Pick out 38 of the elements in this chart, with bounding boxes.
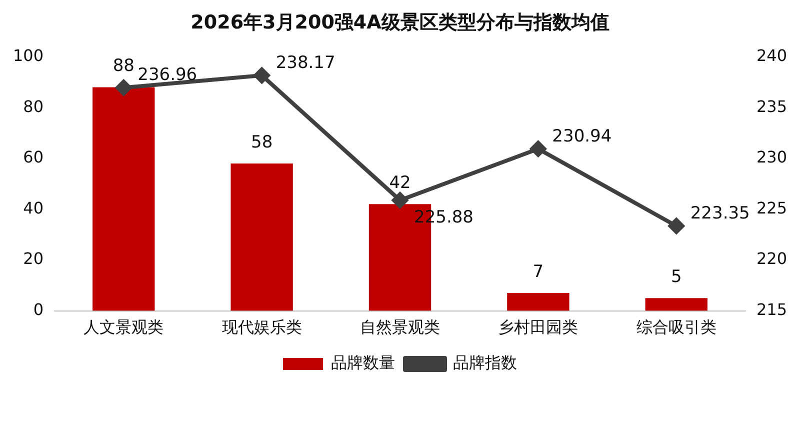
bar: [507, 293, 570, 311]
y-tick-label: 80: [23, 96, 44, 116]
data-label: 5: [670, 267, 682, 288]
x-tick-label: 乡村田园类: [498, 318, 578, 337]
y-tick-label: 0: [33, 300, 44, 319]
point: [392, 192, 408, 208]
data-label: 230.94: [552, 126, 612, 146]
y2-tick-label: 215: [756, 300, 788, 319]
y-tick-label: 100: [12, 46, 44, 65]
legend-label: 品牌指数: [453, 353, 517, 372]
y2-tick-label: 240: [756, 46, 788, 65]
point: [530, 140, 546, 157]
bar: [645, 298, 708, 311]
y-tick-label: 20: [23, 249, 44, 268]
y-tick-label: 40: [23, 198, 44, 218]
data-label: 223.35: [690, 203, 750, 224]
y-tick-label: 60: [23, 148, 44, 167]
point: [668, 218, 684, 234]
x-tick-label: 综合吸引类: [636, 318, 716, 337]
chart-title: 2026年3月200强4A级景区类型分布与指数均值: [190, 11, 610, 34]
bar: [92, 87, 155, 311]
point: [116, 80, 132, 96]
y2-tick-label: 230: [756, 148, 788, 167]
legend-label: 品牌数量: [331, 353, 395, 372]
x-tick-label: 现代娱乐类: [222, 318, 302, 337]
data-label: 236.96: [138, 65, 198, 86]
data-label: 42: [389, 173, 411, 194]
x-tick-label: 人文景观类: [84, 318, 164, 337]
point: [254, 67, 270, 84]
y2-tick-label: 235: [756, 96, 788, 116]
x-tick-label: 自然景观类: [360, 318, 440, 337]
data-label: 7: [532, 262, 544, 282]
y2-tick-label: 225: [756, 198, 788, 218]
bar: [230, 163, 293, 311]
data-label: 58: [250, 132, 273, 152]
data-label: 88: [112, 56, 134, 76]
data-label: 238.17: [276, 52, 336, 73]
y2-tick-label: 220: [756, 249, 788, 268]
